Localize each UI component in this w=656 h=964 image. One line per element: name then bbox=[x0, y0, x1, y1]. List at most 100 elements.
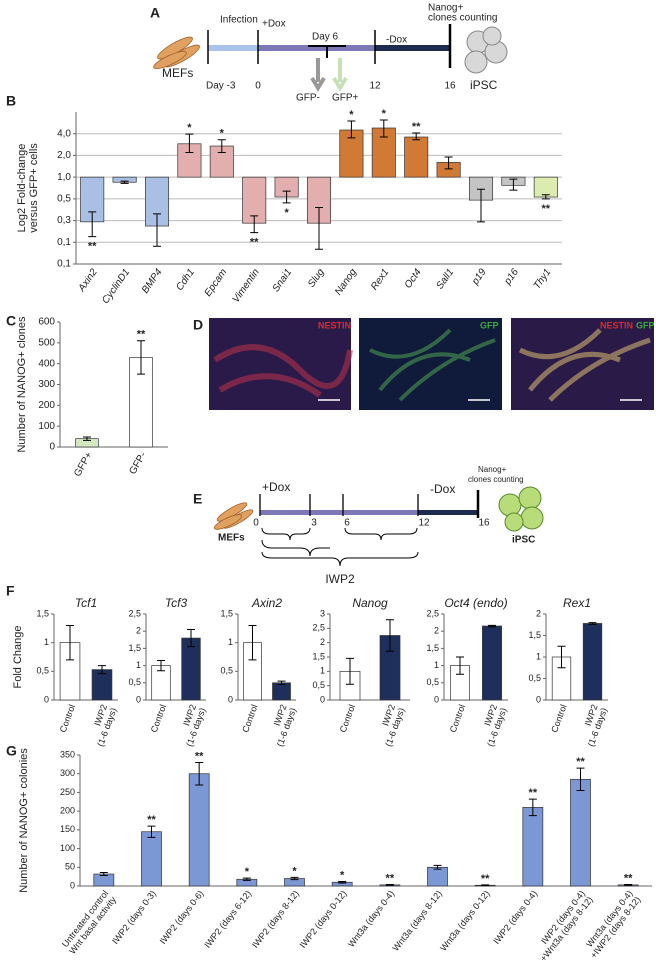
x-tick-label: Axin2 bbox=[76, 267, 100, 295]
significance-label: ** bbox=[542, 203, 551, 215]
bar bbox=[141, 831, 162, 887]
panel-label: C bbox=[6, 313, 16, 329]
error-bar bbox=[315, 206, 323, 250]
x-tick-label: Epcam bbox=[203, 267, 230, 299]
significance-label: ** bbox=[412, 121, 421, 133]
image-texture bbox=[213, 344, 353, 398]
significance-label: * bbox=[220, 128, 225, 140]
brace bbox=[261, 527, 419, 567]
error-bar bbox=[379, 119, 388, 138]
error-bar bbox=[83, 436, 91, 441]
x-tick-label: Slug bbox=[306, 267, 327, 290]
timeline-label: -Dox bbox=[386, 35, 407, 46]
y-tick-label: 0 bbox=[228, 694, 233, 704]
y-tick-label: 2,5 bbox=[312, 623, 325, 633]
image-label: NESTIN bbox=[318, 320, 351, 330]
y-tick-label: 2 bbox=[136, 626, 141, 636]
image-label: NESTIN bbox=[600, 320, 633, 330]
significance-label: ** bbox=[576, 756, 585, 768]
y-tick-label: 0 bbox=[320, 694, 325, 704]
error-bar bbox=[557, 645, 566, 669]
y-tick-label: 2,0 bbox=[57, 150, 71, 161]
x-tick-label: Control bbox=[448, 703, 467, 734]
x-tick-label: Vimentin bbox=[231, 267, 262, 305]
x-tick-label: p19 bbox=[469, 267, 488, 288]
timeline-label: 16 bbox=[478, 518, 490, 529]
significance-label: * bbox=[187, 122, 192, 134]
x-tick-label: Nanog bbox=[333, 267, 359, 298]
y-tick-label: 0 bbox=[136, 694, 141, 704]
y-tick-label: 50 bbox=[65, 862, 75, 872]
x-tick-label: Control bbox=[338, 703, 357, 734]
error-bar bbox=[187, 628, 195, 648]
significance-label: * bbox=[292, 865, 297, 877]
significance-label: ** bbox=[250, 237, 259, 249]
x-tick-label: Wnt3a (days 8-12) bbox=[390, 889, 443, 953]
timeline-label: GFP+ bbox=[332, 93, 359, 104]
y-tick-label: 350 bbox=[60, 749, 75, 759]
y-tick-label: 100 bbox=[38, 421, 55, 432]
significance-label: * bbox=[340, 869, 345, 881]
timeline-label: MEFs bbox=[162, 66, 193, 80]
timeline-label: 6 bbox=[344, 518, 350, 529]
ipsc-icon bbox=[464, 26, 508, 74]
error-bar bbox=[488, 624, 496, 628]
timeline-segment bbox=[208, 45, 258, 51]
mefs-icon bbox=[153, 36, 200, 70]
error-bar bbox=[385, 884, 394, 886]
y-tick-label: 2,5 bbox=[426, 608, 439, 618]
panel-label: A bbox=[150, 5, 160, 21]
x-tick-label: Control bbox=[58, 703, 77, 734]
y-tick-label: 0 bbox=[536, 694, 541, 704]
error-bar bbox=[588, 622, 597, 625]
error-bar bbox=[88, 211, 97, 238]
error-bar bbox=[456, 656, 464, 675]
error-bar bbox=[98, 665, 106, 675]
y-tick-label: 300 bbox=[38, 379, 55, 390]
y-tick-label: 0,5 bbox=[36, 666, 49, 676]
significance-label: ** bbox=[88, 240, 97, 252]
y-tick-label: 200 bbox=[60, 806, 75, 816]
y-axis-label: Number of NANOG+ clones bbox=[16, 316, 28, 453]
panel-label: G bbox=[6, 743, 17, 759]
image bbox=[511, 318, 654, 410]
error-bar bbox=[99, 872, 108, 877]
error-bar bbox=[386, 619, 394, 652]
bar bbox=[427, 866, 448, 887]
error-bar bbox=[576, 767, 585, 792]
error-bar bbox=[66, 624, 74, 661]
microscopy-images: NESTIN GFP NESTIN GFP bbox=[209, 318, 655, 410]
bar bbox=[522, 807, 544, 887]
y-tick-label: 400 bbox=[38, 358, 55, 369]
y-tick-label: 1 bbox=[320, 666, 325, 676]
error-bar bbox=[248, 624, 257, 661]
panel-label: B bbox=[6, 93, 16, 109]
timeline-label: 16 bbox=[444, 81, 456, 92]
bar bbox=[272, 682, 291, 701]
timeline-label: Infection bbox=[220, 15, 258, 26]
y-tick-label: 250 bbox=[60, 787, 75, 797]
error-bar bbox=[217, 139, 226, 153]
x-tick-label: Control bbox=[240, 703, 259, 734]
timeline-ticks bbox=[207, 24, 452, 68]
timeline-label: +Dox bbox=[262, 480, 290, 494]
bar bbox=[482, 625, 502, 701]
y-axis-label: Fold Change bbox=[12, 626, 24, 689]
significance-label: ** bbox=[195, 750, 204, 762]
significance-label: * bbox=[245, 866, 250, 878]
y-tick-label: 1 bbox=[536, 651, 541, 661]
significance-label: ** bbox=[624, 872, 633, 884]
arrow bbox=[332, 58, 348, 92]
mefs-icon bbox=[213, 502, 254, 530]
timeline-label: iPSC bbox=[470, 78, 498, 92]
error-bar bbox=[433, 864, 442, 870]
bar bbox=[91, 669, 113, 701]
timeline-label: 0 bbox=[255, 81, 261, 92]
x-tick-label: Wnt3a (days 0-12) bbox=[438, 889, 491, 953]
x-tick-label: CyclinD1 bbox=[100, 267, 132, 306]
y-tick-label: 3 bbox=[320, 608, 325, 618]
y-tick-label: 0,5 bbox=[312, 680, 325, 690]
error-bar bbox=[282, 190, 291, 204]
image bbox=[359, 318, 502, 410]
